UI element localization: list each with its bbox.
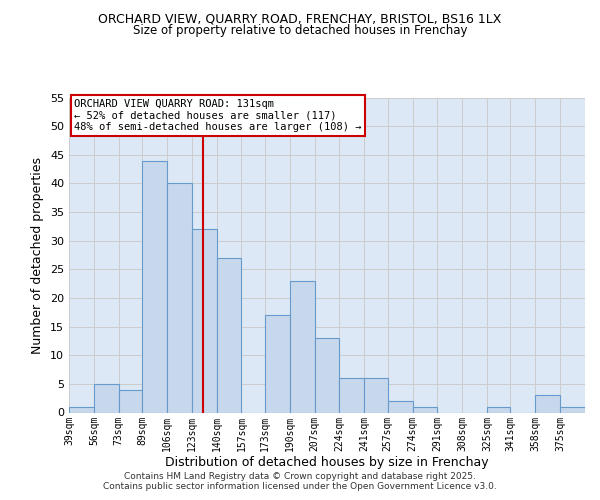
Bar [560, 407, 585, 412]
Text: ORCHARD VIEW QUARRY ROAD: 131sqm
← 52% of detached houses are smaller (117)
48% : ORCHARD VIEW QUARRY ROAD: 131sqm ← 52% o… [74, 99, 362, 132]
Bar [290, 281, 314, 412]
Bar [265, 315, 290, 412]
Bar [69, 407, 94, 412]
Bar [167, 184, 192, 412]
Bar [340, 378, 364, 412]
Bar [535, 396, 560, 412]
Bar [94, 384, 119, 412]
X-axis label: Distribution of detached houses by size in Frenchay: Distribution of detached houses by size … [165, 456, 489, 469]
Bar [314, 338, 340, 412]
Y-axis label: Number of detached properties: Number of detached properties [31, 156, 44, 354]
Bar [364, 378, 388, 412]
Bar [217, 258, 241, 412]
Text: Contains HM Land Registry data © Crown copyright and database right 2025.: Contains HM Land Registry data © Crown c… [124, 472, 476, 481]
Bar [388, 401, 413, 412]
Text: Size of property relative to detached houses in Frenchay: Size of property relative to detached ho… [133, 24, 467, 37]
Text: ORCHARD VIEW, QUARRY ROAD, FRENCHAY, BRISTOL, BS16 1LX: ORCHARD VIEW, QUARRY ROAD, FRENCHAY, BRI… [98, 12, 502, 26]
Bar [192, 229, 217, 412]
Bar [487, 407, 511, 412]
Bar [142, 160, 167, 412]
Bar [119, 390, 142, 412]
Text: Contains public sector information licensed under the Open Government Licence v3: Contains public sector information licen… [103, 482, 497, 491]
Bar [413, 407, 437, 412]
